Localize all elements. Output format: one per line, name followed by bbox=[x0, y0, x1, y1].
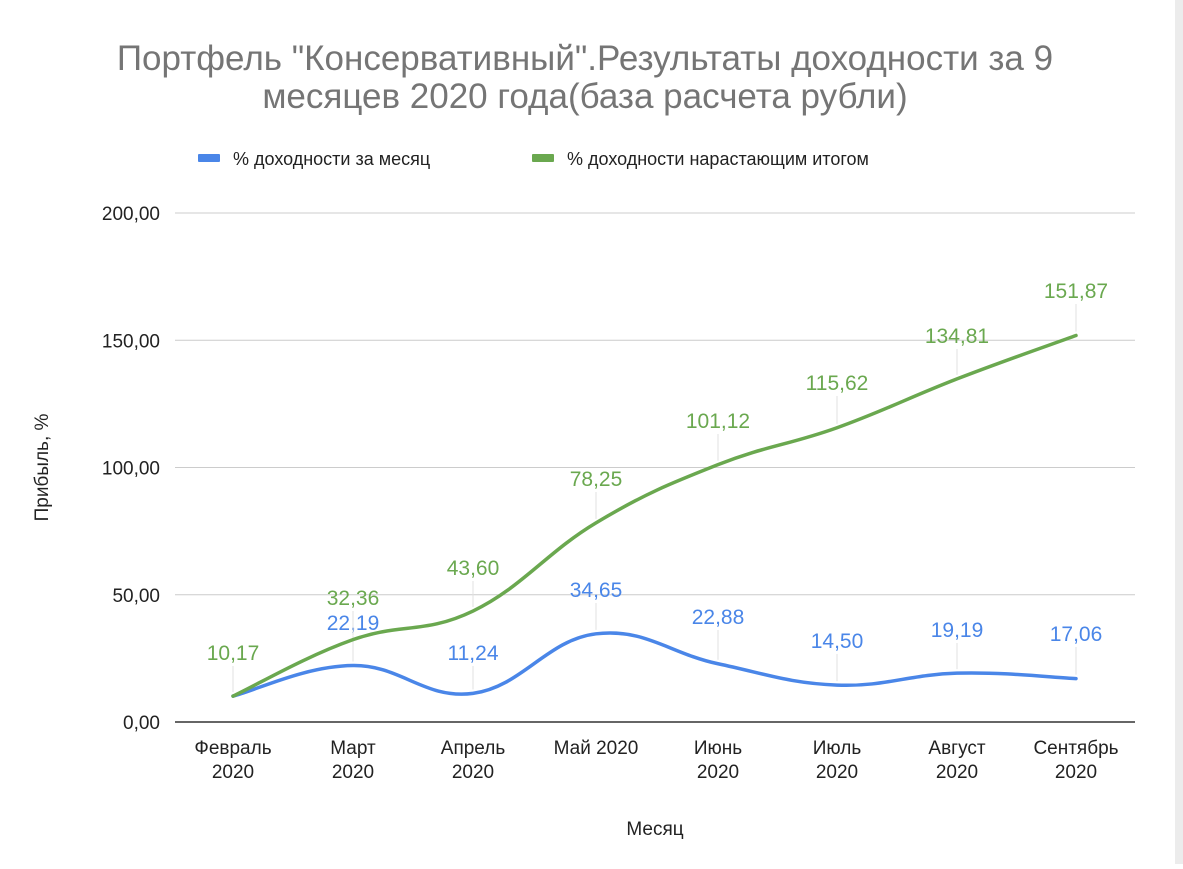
data-label: 78,25 bbox=[570, 468, 623, 491]
x-tick-label: 2020 bbox=[452, 762, 494, 783]
x-tick-label: 2020 bbox=[1055, 762, 1097, 783]
data-label: 32,36 bbox=[327, 587, 380, 610]
data-label: 14,50 bbox=[811, 630, 864, 653]
x-tick-label: 2020 bbox=[212, 762, 254, 783]
x-tick-label: Июль bbox=[813, 738, 862, 759]
chart-title-line: месяцев 2020 года(база расчета рубли) bbox=[262, 77, 907, 116]
x-tick-label: 2020 bbox=[936, 762, 978, 783]
series-line-cumulative bbox=[231, 333, 1078, 698]
x-axis-label: Месяц bbox=[626, 819, 683, 840]
y-tick-label: 150,00 bbox=[102, 331, 160, 352]
x-tick-label: 2020 bbox=[697, 762, 739, 783]
data-label: 151,87 bbox=[1044, 280, 1108, 303]
legend-label: % доходности нарастающим итогом bbox=[567, 149, 869, 169]
x-tick-label: Август bbox=[928, 738, 985, 759]
legend-swatch bbox=[198, 154, 220, 162]
data-label: 34,65 bbox=[570, 579, 623, 602]
data-label: 19,19 bbox=[931, 619, 984, 642]
x-tick-label: Май 2020 bbox=[554, 738, 639, 759]
y-tick-label: 200,00 bbox=[102, 204, 160, 225]
data-label: 101,12 bbox=[686, 410, 750, 433]
x-tick-label: Июнь bbox=[694, 738, 742, 759]
y-tick-label: 50,00 bbox=[112, 586, 160, 607]
x-tick-label: 2020 bbox=[332, 762, 374, 783]
chart-title-line: Портфель "Консервативный".Результаты дох… bbox=[117, 39, 1053, 78]
data-label: 10,17 bbox=[207, 642, 260, 665]
data-label: 11,24 bbox=[448, 642, 499, 665]
y-axis-label: Прибыль, % bbox=[32, 413, 53, 521]
data-label: 115,62 bbox=[806, 372, 869, 395]
x-tick-label: Март bbox=[330, 738, 376, 759]
data-label: 134,81 bbox=[925, 325, 989, 348]
y-tick-label: 100,00 bbox=[102, 459, 160, 480]
window-edge bbox=[1175, 0, 1183, 864]
x-tick-label: Сентябрь bbox=[1033, 738, 1118, 759]
legend-swatch bbox=[532, 154, 554, 162]
series-line-monthly bbox=[231, 631, 1078, 698]
legend-label: % доходности за месяц bbox=[233, 149, 430, 169]
data-label: 17,06 bbox=[1050, 623, 1103, 646]
y-tick-label: 0,00 bbox=[123, 713, 160, 734]
x-tick-label: Апрель bbox=[441, 738, 506, 759]
data-label: 43,60 bbox=[447, 557, 500, 580]
x-tick-label: Февраль bbox=[194, 738, 271, 759]
x-tick-label: 2020 bbox=[816, 762, 858, 783]
data-label: 22,88 bbox=[692, 606, 745, 629]
